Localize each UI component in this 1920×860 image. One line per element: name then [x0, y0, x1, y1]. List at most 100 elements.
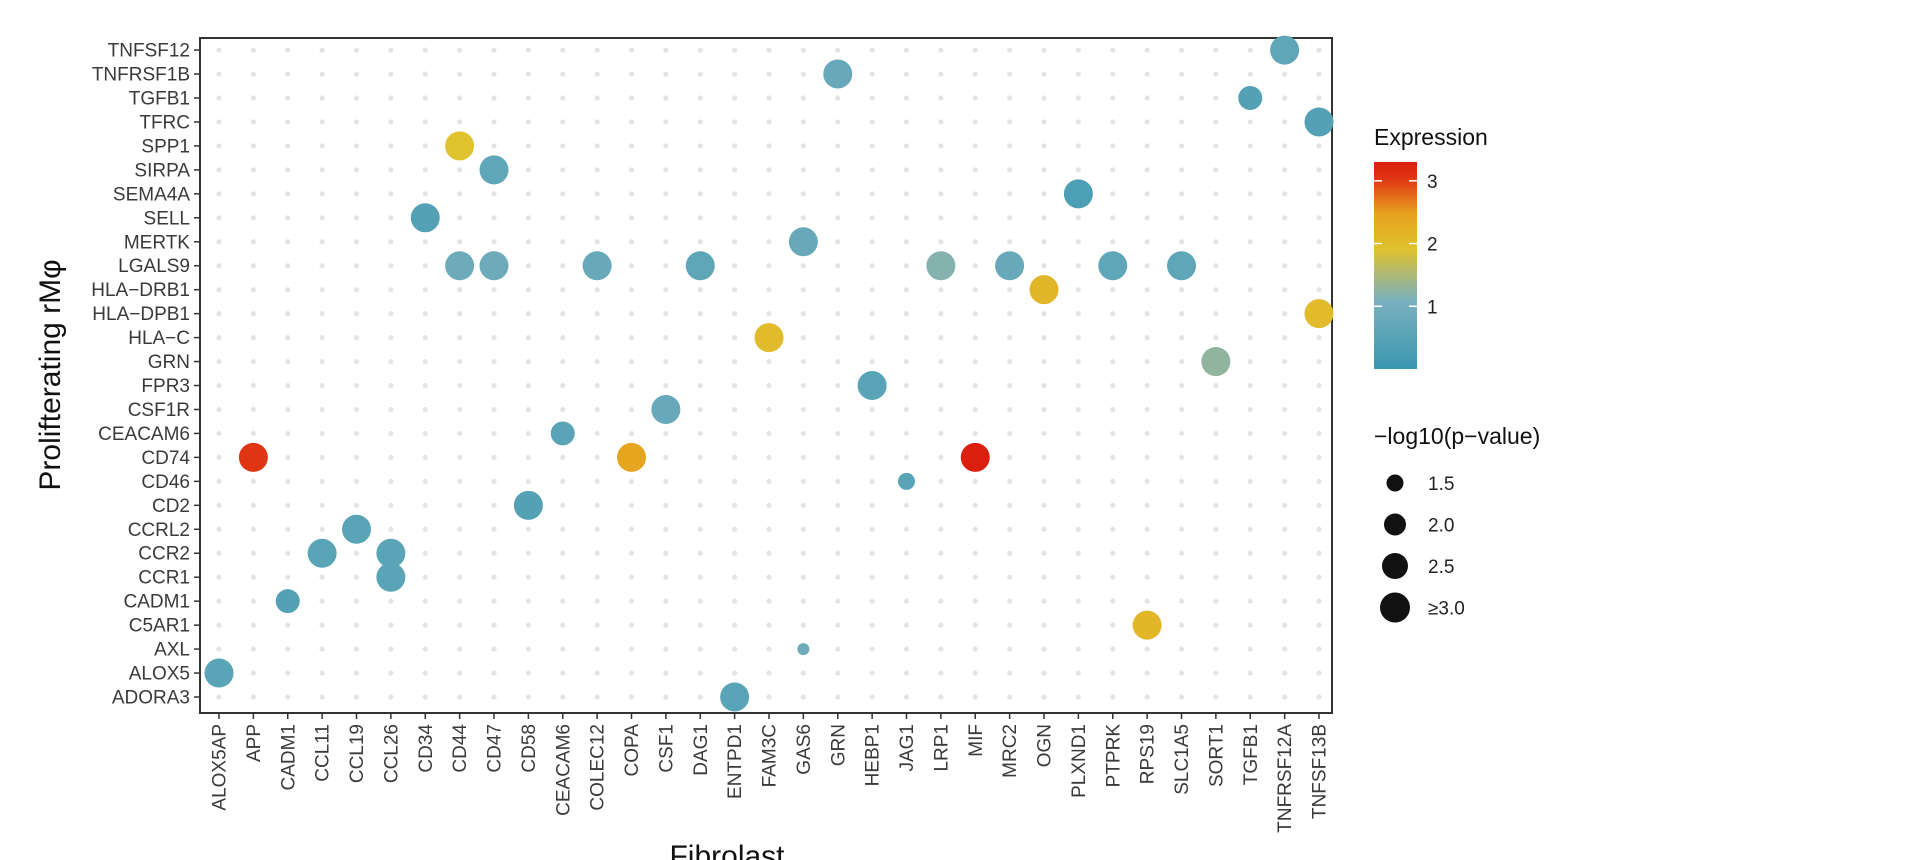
grid-dot [1247, 143, 1253, 149]
grid-dot [835, 335, 841, 341]
grid-dot [319, 406, 325, 413]
grid-dot [1213, 574, 1219, 580]
grid-dot [1247, 694, 1253, 700]
grid-dot [1110, 574, 1116, 580]
grid-dot [972, 550, 978, 556]
grid-dot [388, 335, 394, 341]
grid-dot [594, 119, 600, 125]
data-point [823, 59, 853, 89]
y-tick-label: ALOX5 [129, 664, 190, 685]
grid-dot [1110, 358, 1116, 365]
x-tick-label: GAS6 [794, 724, 815, 775]
y-tick-label: HLA−DPB1 [92, 304, 190, 325]
grid-dot [1178, 598, 1185, 604]
grid-dot [628, 670, 635, 676]
data-point [1304, 107, 1334, 137]
x-tick-label: JAG1 [897, 724, 918, 772]
grid-dot [1316, 143, 1322, 149]
data-point [754, 323, 784, 353]
grid-dot [972, 406, 978, 413]
grid-dot [560, 191, 566, 197]
grid-dot [422, 454, 428, 460]
grid-dot [525, 71, 531, 77]
grid-dot [835, 406, 841, 413]
x-tick-label: CCL11 [313, 724, 334, 782]
x-tick-label: CD58 [519, 724, 540, 773]
grid-dot [800, 167, 806, 173]
grid-dot [1178, 694, 1185, 700]
grid-dot [457, 622, 463, 628]
grid-dot [319, 215, 325, 221]
grid-dot [697, 550, 703, 556]
grid-dot [628, 191, 635, 197]
grid-dot [697, 167, 703, 173]
grid-dot [1178, 47, 1185, 53]
y-axis: ADORA3 ALOX5 AXL C5AR1 CADM1 CCR1 CCR2 CCRL2 CD2… [91, 41, 200, 709]
grid-dot [388, 694, 394, 700]
grid-dot [938, 215, 944, 221]
grid-dot [697, 311, 703, 317]
grid-dot [732, 143, 738, 149]
grid-dot [1178, 215, 1185, 221]
data-point [857, 371, 887, 401]
grid-dot [628, 430, 635, 437]
grid-dot [560, 143, 566, 149]
grid-dot [491, 95, 497, 101]
grid-dot [216, 167, 222, 173]
color-legend-title: Expression [1374, 124, 1488, 150]
grid-dot [422, 406, 428, 413]
grid-dot [388, 119, 394, 125]
grid-dot [1075, 167, 1081, 173]
grid-dot [732, 622, 738, 628]
grid-dot [319, 646, 325, 652]
grid-dot [1007, 454, 1013, 460]
grid-dot [972, 670, 978, 676]
data-point [307, 538, 337, 568]
grid-dot [835, 478, 841, 484]
grid-dot [628, 406, 635, 413]
grid-dot [800, 215, 806, 221]
grid-dot [1213, 95, 1219, 101]
grid-dot [491, 478, 497, 484]
grid-dot [663, 287, 669, 293]
grid-dot [800, 526, 806, 532]
grid-dot [250, 622, 256, 628]
grid-dot [869, 478, 875, 484]
grid-dot [560, 454, 566, 460]
grid-dot [422, 311, 428, 317]
grid-dot [319, 263, 325, 269]
y-tick-label: TNFRSF1B [92, 65, 190, 86]
grid-dot [972, 335, 978, 341]
grid-dot [1144, 382, 1150, 389]
data-point [204, 658, 234, 688]
grid-dot [457, 71, 463, 77]
grid-dot [250, 550, 256, 556]
grid-dot [285, 526, 291, 532]
grid-dot [903, 311, 910, 317]
grid-dot [1075, 670, 1081, 676]
grid-dot [938, 358, 944, 365]
grid-dot [1247, 119, 1253, 125]
grid-dot [938, 646, 944, 652]
grid-dot [285, 670, 291, 676]
grid-dot [1041, 502, 1047, 508]
grid-dot [1282, 598, 1288, 604]
grid-dot [1247, 430, 1253, 437]
grid-dot [1075, 119, 1081, 125]
grid-dot [1144, 119, 1150, 125]
x-tick-label: CD34 [416, 724, 437, 773]
grid-dot [250, 526, 256, 532]
grid-dot [491, 119, 497, 125]
grid-dot [732, 598, 738, 604]
grid-dot [594, 598, 600, 604]
grid-dot [1041, 598, 1047, 604]
grid-dot [1247, 335, 1253, 341]
grid-dot [1247, 215, 1253, 221]
grid-dot [1110, 550, 1116, 556]
grid-dot [216, 311, 222, 317]
grid-dot [525, 550, 531, 556]
y-tick-label: SEMA4A [113, 184, 190, 205]
grid-dot [457, 598, 463, 604]
grid-dot [491, 311, 497, 317]
grid-dot [972, 478, 978, 484]
